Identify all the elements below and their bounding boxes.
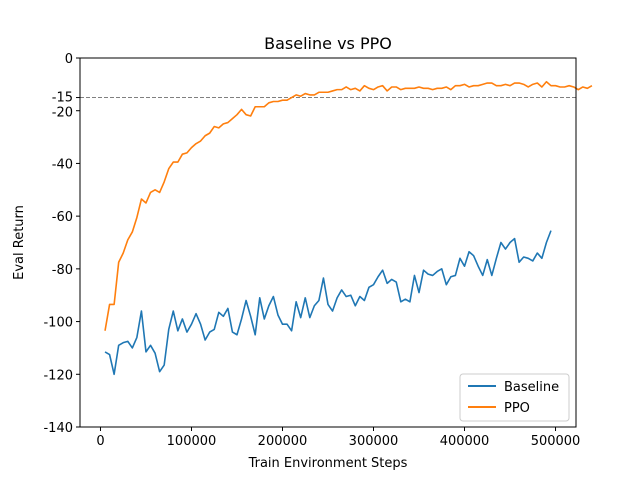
x-tick-label: 400000 (440, 434, 490, 449)
y-tick-label: -140 (43, 421, 73, 436)
y-tick-label: 0 (65, 52, 73, 67)
plot-frame (79, 57, 577, 428)
x-tick-label: 300000 (349, 434, 399, 449)
x-tick-label: 200000 (258, 434, 308, 449)
series-line-ppo (104, 80, 593, 331)
y-tick-label: -100 (43, 316, 73, 331)
y-tick-label: -20 (52, 106, 73, 121)
legend: Baseline PPO (459, 373, 570, 422)
y-axis-label: Eval Return (12, 205, 27, 280)
chart-title: Baseline vs PPO (264, 34, 392, 53)
y-tick-label: -15 (52, 91, 73, 106)
y-tick-label: -120 (43, 368, 73, 383)
x-axis-label: Train Environment Steps (248, 456, 408, 471)
x-tick-label: 100000 (167, 434, 217, 449)
legend-label-ppo: PPO (504, 401, 530, 416)
x-tick-label: 0 (96, 434, 104, 449)
legend-label-baseline: Baseline (504, 380, 559, 395)
series-line-baseline (104, 230, 552, 376)
y-tick-label: -80 (52, 263, 73, 278)
y-tick-label: -40 (52, 157, 73, 172)
y-tick-label: -60 (52, 210, 73, 225)
x-tick-label: 500000 (531, 434, 581, 449)
